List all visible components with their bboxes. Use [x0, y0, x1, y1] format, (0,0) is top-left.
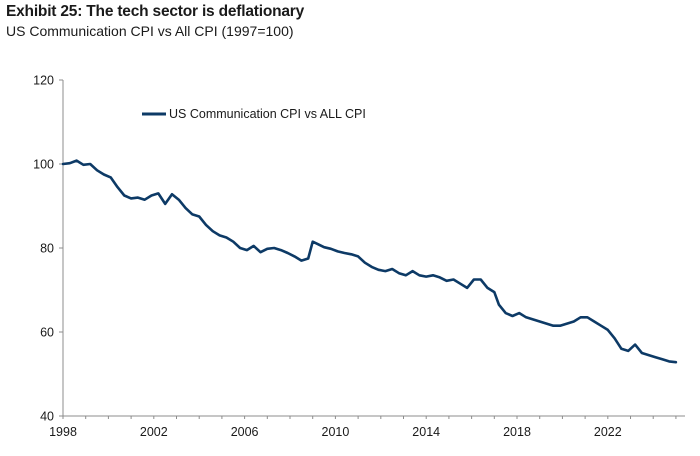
y-tick-label: 100	[33, 158, 54, 172]
x-tick-label: 2022	[594, 425, 622, 439]
y-tick-label: 60	[40, 326, 54, 340]
chart-title: Exhibit 25: The tech sector is deflation…	[6, 3, 305, 20]
x-tick-label: 2014	[412, 425, 440, 439]
y-tick-label: 120	[33, 74, 54, 88]
x-tick-label: 2006	[231, 425, 259, 439]
y-tick-label: 80	[40, 242, 54, 256]
x-tick-label: 2010	[322, 425, 350, 439]
chart-subtitle: US Communication CPI vs All CPI (1997=10…	[6, 23, 294, 39]
x-tick-label: 2002	[140, 425, 168, 439]
x-tick-label: 2018	[503, 425, 531, 439]
legend-label: US Communication CPI vs ALL CPI	[169, 107, 366, 121]
legend: US Communication CPI vs ALL CPI	[142, 107, 366, 121]
tick-labels: 40 60 80 100 120 1998 2002 2006 2010 2014 2018 2022	[33, 74, 622, 440]
series-group	[61, 159, 678, 364]
y-tick-label: 40	[40, 410, 54, 424]
series-line	[61, 159, 678, 364]
x-tick-label: 1998	[49, 425, 77, 439]
axes	[59, 79, 685, 419]
